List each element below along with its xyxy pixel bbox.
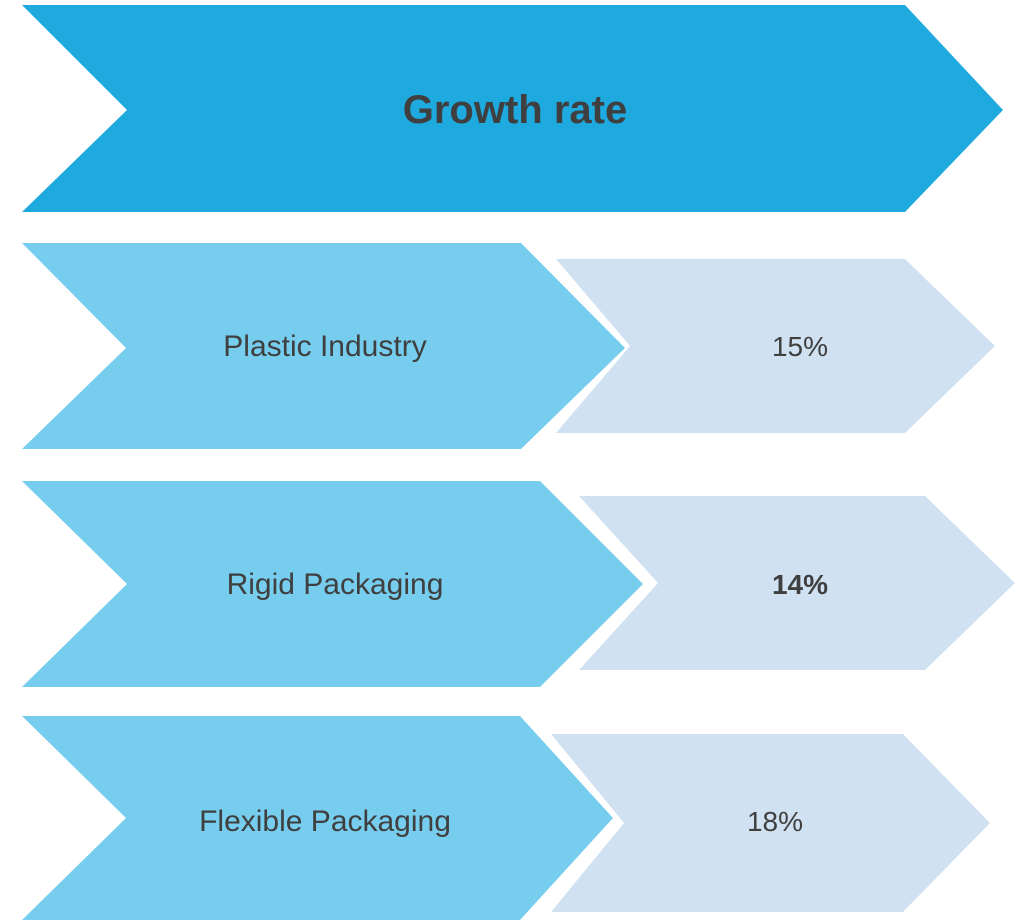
row-label-plastic-industry: Plastic Industry: [223, 330, 427, 363]
label-chevron-plastic-industry: [22, 243, 625, 449]
row-label-rigid-packaging: Rigid Packaging: [226, 568, 444, 601]
row-value-flexible-packaging: 18%: [746, 806, 804, 837]
label-chevron-rigid-packaging: [22, 481, 643, 687]
label-chevron-flexible-packaging: [22, 716, 613, 920]
row-value-rigid-packaging: 14%: [771, 569, 829, 600]
value-chevron-plastic-industry: [556, 259, 995, 433]
row-value-plastic-industry: 15%: [771, 331, 829, 362]
value-chevron-flexible-packaging: [551, 734, 990, 912]
row-label-flexible-packaging: Flexible Packaging: [199, 805, 451, 838]
header-chevron: [22, 5, 1003, 212]
value-chevron-rigid-packaging: [579, 496, 1015, 670]
diagram-title: Growth rate: [402, 87, 628, 132]
